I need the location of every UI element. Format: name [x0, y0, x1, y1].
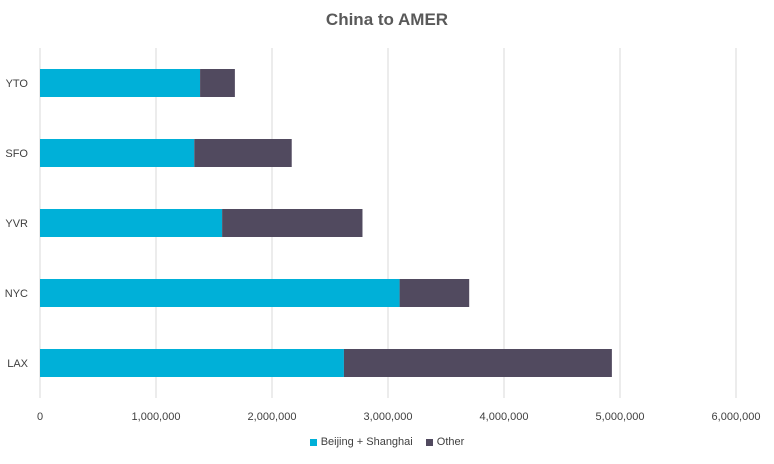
- legend-swatch-other: [425, 438, 433, 446]
- legend-label-beijing-shanghai: Beijing + Shanghai: [320, 436, 413, 448]
- legend-item-beijing-shanghai: Beijing + Shanghai: [309, 436, 413, 448]
- bar-nyc-other: [399, 279, 470, 307]
- bar-yvr-beijing-shanghai: [40, 209, 223, 237]
- bar-lax-other: [343, 349, 612, 377]
- category-label: YTO: [6, 78, 29, 90]
- bar-yvr-other: [222, 209, 363, 237]
- bar-sfo-beijing-shanghai: [40, 139, 195, 167]
- bar-yto-beijing-shanghai: [40, 69, 201, 97]
- category-label: YVR: [5, 218, 28, 230]
- bar-lax-beijing-shanghai: [40, 349, 344, 377]
- bar-nyc-beijing-shanghai: [40, 279, 400, 307]
- x-tick-label: 0: [37, 411, 43, 423]
- bars: [40, 69, 612, 377]
- x-tick-label: 5,000,000: [596, 411, 645, 423]
- category-label: NYC: [5, 288, 28, 300]
- bar-sfo-other: [194, 139, 292, 167]
- category-label: SFO: [5, 148, 28, 160]
- x-tick-label: 4,000,000: [480, 411, 529, 423]
- x-tick-label: 2,000,000: [248, 411, 297, 423]
- bar-yto-other: [200, 69, 235, 97]
- legend-item-other: Other: [425, 436, 465, 448]
- x-tick-label: 6,000,000: [712, 411, 761, 423]
- legend-swatch-beijing-shanghai: [309, 438, 317, 446]
- category-label: LAX: [7, 358, 28, 370]
- category-labels: YTO SFO YVR NYC LAX: [5, 78, 29, 370]
- x-tick-label: 1,000,000: [132, 411, 181, 423]
- legend-label-other: Other: [436, 436, 465, 448]
- legend: Beijing + Shanghai Other: [0, 436, 774, 449]
- x-tick-labels: 0 1,000,000 2,000,000 3,000,000 4,000,000 5,0…: [37, 411, 761, 423]
- chart-title: China to AMER: [325, 10, 449, 29]
- x-tick-label: 3,000,000: [364, 411, 413, 423]
